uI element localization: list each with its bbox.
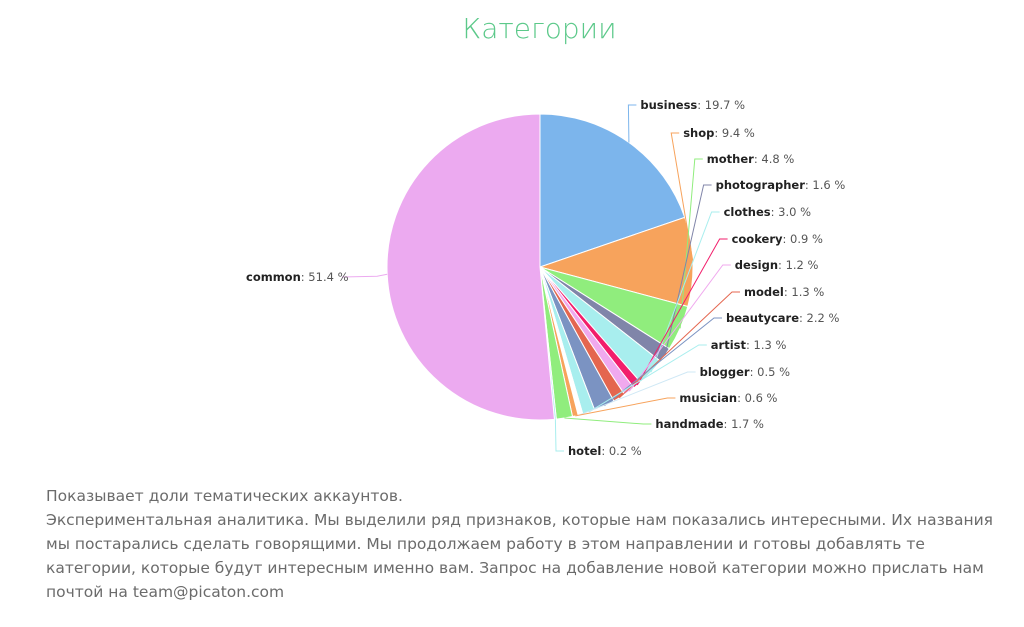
leader-line-clothes [650,211,720,373]
leader-line-business [627,104,637,143]
data-label-value: : 1.3 % [784,285,824,299]
data-label-clothes: clothes: 3.0 % [724,205,811,219]
data-label-name: clothes [724,205,771,219]
leader-line-mother [679,158,703,329]
data-label-value: : 1.7 % [724,417,764,431]
data-label-model: model: 1.3 % [744,285,824,299]
data-label-value: : 0.2 % [601,444,641,458]
data-label-name: beautycare [726,311,799,325]
description-line-2: Экспериментальная аналитика. Мы выделили… [46,511,993,601]
data-label-name: model [744,285,784,299]
data-label-value: : 0.9 % [783,232,823,246]
data-label-name: cookery [732,232,783,246]
data-label-name: mother [707,152,754,166]
pie-slice-common[interactable] [386,113,555,421]
data-label-hotel: hotel: 0.2 % [568,444,642,458]
data-label-value: : 19.7 % [697,98,745,112]
data-label-shop: shop: 9.4 % [683,126,755,140]
data-label-design: design: 1.2 % [735,258,819,272]
leader-line-cookery [636,238,728,386]
leader-line-artist [588,344,707,413]
leader-line-musician [575,397,676,417]
chart-description: Показывает доли тематических аккаунтов. … [46,484,1006,604]
leader-line-shop [670,132,694,262]
data-label-blogger: blogger: 0.5 % [700,365,790,379]
data-label-name: design [735,258,778,272]
data-label-value: : 2.2 % [799,311,839,325]
leader-line-photographer [664,184,712,356]
leader-line-hotel [554,419,564,452]
data-label-handmade: handmade: 1.7 % [655,417,764,431]
data-label-beautycare: beautycare: 2.2 % [726,311,840,325]
data-label-photographer: photographer: 1.6 % [716,178,846,192]
data-label-name: handmade [655,417,723,431]
leader-line-handmade [564,417,652,425]
data-label-name: shop [683,126,714,140]
pie-chart: business: 19.7 % shop: 9.4 % mother: 4.8 %… [246,98,846,458]
description-line-1: Показывает доли тематических аккаунтов. [46,487,403,505]
leader-line-design [628,264,731,392]
data-label-value: : 1.3 % [746,338,786,352]
data-label-value: : 51.4 % [301,270,349,284]
data-label-value: : 0.6 % [737,391,777,405]
data-label-common: common: 51.4 % [246,270,349,284]
data-label-name: common [246,270,301,284]
data-label-value: : 4.8 % [754,152,794,166]
data-label-name: business [640,98,697,112]
data-label-value: : 1.2 % [778,258,818,272]
leader-line-beautycare [604,317,722,407]
data-label-value: : 1.6 % [805,178,845,192]
data-label-name: photographer [716,178,806,192]
data-label-value: : 9.4 % [714,126,754,140]
pie-slice-business[interactable] [539,113,686,268]
data-label-value: : 0.5 % [750,365,790,379]
data-label-name: musician [679,391,737,405]
data-label-musician: musician: 0.6 % [679,391,777,405]
leader-line-blogger [580,371,696,416]
data-label-name: artist [711,338,747,352]
data-label-mother: mother: 4.8 % [707,152,795,166]
leader-line-common [341,273,388,278]
chart-title: Категории [462,12,617,45]
data-label-value: : 3.0 % [771,205,811,219]
data-label-name: hotel [568,444,601,458]
data-label-artist: artist: 1.3 % [711,338,787,352]
data-label-name: blogger [700,365,750,379]
leader-line-model [618,291,740,399]
data-label-business: business: 19.7 % [640,98,745,112]
data-label-cookery: cookery: 0.9 % [732,232,823,246]
